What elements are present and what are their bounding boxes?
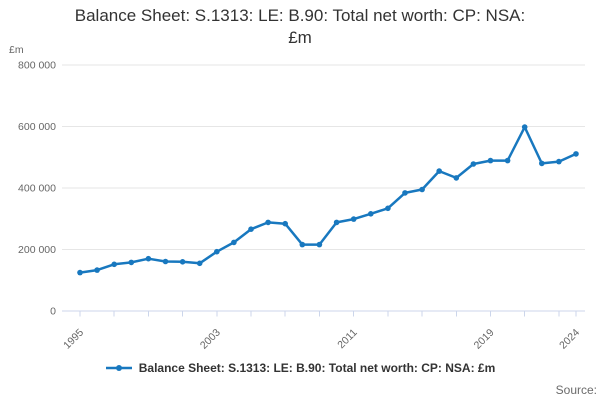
- x-tick-label-2011: 2011: [335, 327, 360, 352]
- data-point-2019[interactable]: [487, 157, 494, 164]
- data-point-2017[interactable]: [453, 175, 460, 181]
- y-tick-label-200000: 200 000: [18, 244, 56, 256]
- y-tick-label-0: 0: [50, 306, 56, 318]
- y-axis-unit-label: £m: [9, 44, 24, 56]
- data-point-1998[interactable]: [128, 259, 135, 266]
- data-point-2000[interactable]: [162, 258, 169, 265]
- legend: Balance Sheet: S.1313: LE: B.90: Total n…: [0, 361, 600, 375]
- x-tick-label-2019: 2019: [472, 327, 497, 352]
- series-line[interactable]: [78, 125, 578, 274]
- data-point-2015[interactable]: [419, 186, 425, 193]
- y-tick-label-600000: 600 000: [18, 121, 56, 133]
- data-point-1996[interactable]: [94, 267, 100, 273]
- y-tick-label-800000: 800 000: [18, 60, 56, 72]
- data-point-2011[interactable]: [350, 216, 357, 222]
- data-point-2010[interactable]: [333, 219, 340, 226]
- x-tick-label-2003: 2003: [198, 327, 223, 352]
- data-point-2004[interactable]: [231, 239, 237, 246]
- data-point-2002[interactable]: [196, 260, 203, 267]
- data-point-1999[interactable]: [145, 255, 152, 262]
- data-point-2021[interactable]: [521, 124, 528, 130]
- source-label: Source:: [555, 383, 597, 397]
- legend-line-marker-icon: [105, 365, 132, 371]
- legend-item-series[interactable]: Balance Sheet: S.1313: LE: B.90: Total n…: [105, 361, 496, 375]
- data-point-1995[interactable]: [77, 269, 83, 276]
- chart-title-line2: £m: [288, 27, 312, 47]
- chart-title-line1: Balance Sheet: S.1313: LE: B.90: Total n…: [74, 6, 526, 25]
- data-point-2020[interactable]: [504, 157, 511, 164]
- data-point-2009[interactable]: [316, 241, 323, 248]
- data-point-2003[interactable]: [214, 248, 220, 255]
- data-point-2013[interactable]: [385, 205, 391, 212]
- data-point-2022[interactable]: [539, 160, 545, 167]
- data-point-2001[interactable]: [179, 259, 186, 265]
- y-tick-label-400000: 400 000: [18, 183, 56, 195]
- data-point-2014[interactable]: [402, 190, 408, 196]
- data-point-2005[interactable]: [248, 226, 254, 232]
- legend-label: Balance Sheet: S.1313: LE: B.90: Total n…: [138, 361, 496, 375]
- data-point-2007[interactable]: [282, 220, 289, 227]
- data-point-1997[interactable]: [111, 261, 117, 268]
- data-point-2023[interactable]: [556, 158, 562, 165]
- x-tick-label-1995: 1995: [61, 327, 86, 352]
- data-point-2012[interactable]: [368, 211, 374, 217]
- data-point-2018[interactable]: [470, 161, 477, 167]
- chart-title: Balance Sheet: S.1313: LE: B.90: Total n…: [0, 5, 600, 49]
- data-point-2024[interactable]: [573, 151, 579, 157]
- x-tick-label-2024: 2024: [557, 327, 582, 352]
- data-point-2016[interactable]: [436, 168, 443, 174]
- data-point-2006[interactable]: [265, 219, 271, 226]
- data-point-2008[interactable]: [299, 241, 306, 248]
